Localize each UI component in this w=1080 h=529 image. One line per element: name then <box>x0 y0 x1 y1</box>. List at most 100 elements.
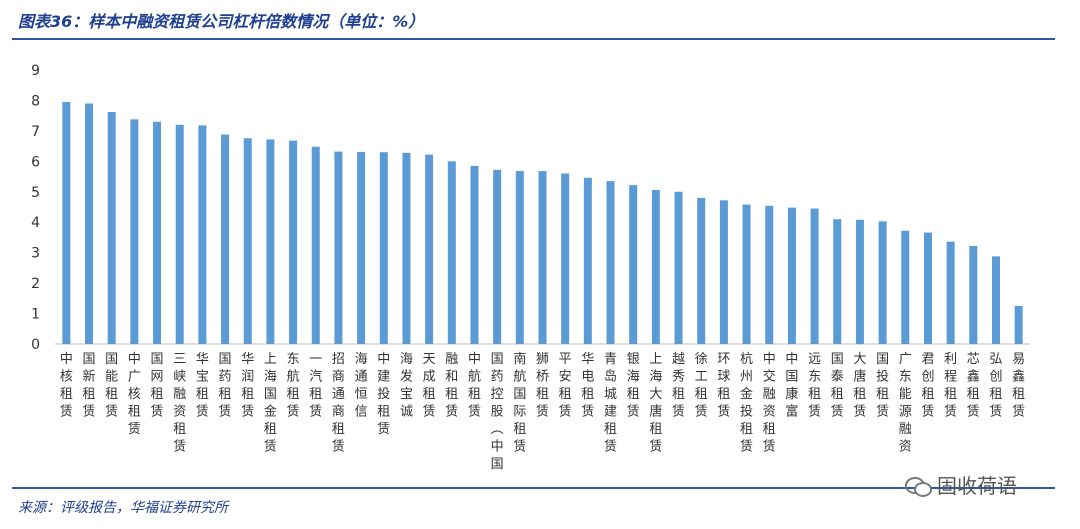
x-tick-label: 南航国际租赁 <box>513 351 526 455</box>
x-tick-label: 海发宝诚 <box>400 352 413 420</box>
bottom-rule <box>12 487 1055 489</box>
x-tick-label: 银海租赁 <box>627 352 640 420</box>
x-tick-label: 华宝租赁 <box>196 352 209 420</box>
x-tick-label: 国新租赁 <box>83 352 96 420</box>
x-tick-label: 国能租赁 <box>105 352 118 420</box>
bar <box>334 151 343 344</box>
x-tick-label: 海通恒信 <box>355 352 368 420</box>
bar <box>765 205 774 344</box>
x-tick-label: 平安租赁 <box>559 352 572 420</box>
x-tick-label: 中广核租赁 <box>128 352 141 437</box>
x-tick-label: 弘创租赁 <box>989 352 1002 420</box>
x-tick-label: 利程租赁 <box>944 352 957 420</box>
y-tick-label: 9 <box>31 63 40 79</box>
bar <box>606 181 615 344</box>
watermark-text: 固收荷语 <box>937 474 1017 498</box>
x-tick-label: 国泰租赁 <box>831 352 844 420</box>
x-tick-label: 芯鑫租赁 <box>967 352 980 420</box>
y-tick-label: 4 <box>31 215 40 231</box>
chart-title: 图表36：样本中融资租赁公司杠杆倍数情况（单位：%） <box>18 12 425 31</box>
bar <box>742 204 751 344</box>
source-note: 来源：评级报告，华福证券研究所 <box>18 500 228 516</box>
x-tick-label: 天成租赁 <box>423 352 436 420</box>
bar <box>719 200 728 344</box>
bar <box>901 230 910 344</box>
x-tick-label: 一汽租赁 <box>309 352 322 420</box>
y-tick-label: 6 <box>31 154 40 170</box>
bar <box>198 125 207 344</box>
x-tick-label: 国药控股︵中国︶ <box>491 352 504 470</box>
y-tick-label: 0 <box>31 337 40 353</box>
x-tick-label: 杭州金投租赁 <box>740 352 753 455</box>
x-tick-label: 上海大唐租赁 <box>649 352 662 455</box>
x-tick-label: 狮桥租赁 <box>536 352 549 420</box>
x-tick-label: 中国康富 <box>785 352 798 420</box>
bar <box>130 119 139 344</box>
bars-group <box>62 101 1023 344</box>
bar <box>878 221 887 344</box>
y-tick-label: 5 <box>31 185 40 201</box>
bar <box>969 245 978 344</box>
bar <box>1014 305 1023 344</box>
bar <box>107 112 116 344</box>
wechat-icon <box>905 475 932 497</box>
bar <box>221 134 230 344</box>
bar <box>923 232 932 344</box>
bar <box>674 191 683 344</box>
x-tick-label: 华润租赁 <box>241 352 254 420</box>
bar <box>470 165 479 344</box>
bar <box>810 208 819 344</box>
x-tick-label: 华电租赁 <box>581 352 594 420</box>
x-tick-label: 徐工租赁 <box>695 352 708 420</box>
bar <box>62 101 71 344</box>
x-tick-label: 融和租赁 <box>445 352 458 420</box>
bar <box>85 103 94 344</box>
watermark: 固收荷语 <box>905 470 1017 499</box>
bar <box>243 138 252 344</box>
x-tick-label: 国投租赁 <box>876 352 889 420</box>
x-tick-label: 青岛城建租赁 <box>604 352 617 455</box>
y-tick-label: 1 <box>31 307 40 323</box>
x-tick-label: 易鑫租赁 <box>1012 352 1025 420</box>
bar <box>991 256 1000 344</box>
x-tick-label: 中航租赁 <box>468 352 481 420</box>
bar <box>379 152 388 344</box>
bar <box>833 219 842 344</box>
bar <box>447 161 456 344</box>
bar <box>946 241 955 344</box>
top-rule <box>12 38 1055 40</box>
x-tick-label: 三峡融资租赁 <box>173 352 186 455</box>
bar <box>311 146 320 344</box>
x-tick-label: 国网租赁 <box>151 352 164 420</box>
x-tick-label: 招商通商租赁 <box>332 352 345 455</box>
y-tick-label: 7 <box>31 124 40 140</box>
bar <box>402 152 411 344</box>
bar <box>266 139 275 344</box>
x-tick-label: 中建投租赁 <box>377 352 390 437</box>
bar <box>493 169 502 344</box>
bar <box>357 151 366 344</box>
bar <box>787 207 796 344</box>
bar <box>425 154 434 344</box>
x-tick-label: 环球租赁 <box>717 352 730 420</box>
bar <box>153 121 162 344</box>
bar <box>583 177 592 344</box>
x-tick-label: 东航租赁 <box>287 352 300 420</box>
y-tick-label: 8 <box>31 93 40 109</box>
x-tick-label: 君创租赁 <box>921 352 934 420</box>
bar <box>515 171 524 344</box>
bar <box>697 197 706 344</box>
bar <box>538 171 547 344</box>
y-axis: 0 1 2 3 4 5 6 7 8 9 <box>31 63 40 353</box>
x-tick-label: 中核租赁 <box>60 352 73 420</box>
bar-chart: 0 1 2 3 4 5 6 7 8 9 中核租赁国新租赁国能租赁中广核租赁国网租赁三峡融资租赁华宝… <box>31 63 1030 470</box>
y-tick-label: 2 <box>31 276 40 292</box>
y-tick-label: 3 <box>31 246 40 262</box>
x-tick-label: 越秀租赁 <box>672 352 685 420</box>
x-tick-label: 国药租赁 <box>219 352 232 420</box>
bar <box>651 189 660 344</box>
bar <box>629 185 638 344</box>
bar <box>175 124 184 344</box>
x-tick-label: 远东租赁 <box>808 352 821 420</box>
